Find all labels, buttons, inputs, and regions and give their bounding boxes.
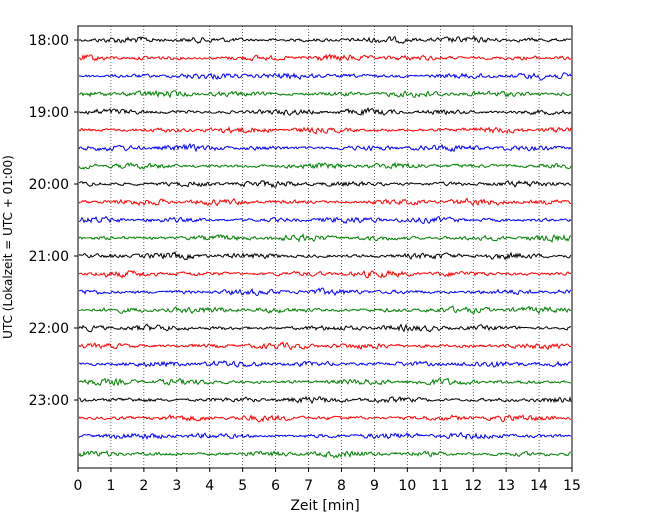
y-tick-label: 21:00 (29, 249, 69, 265)
x-tick-label: 1 (106, 478, 115, 494)
y-tick-label: 19:00 (29, 105, 69, 121)
seismic-trace (78, 323, 572, 333)
seismic-traces (78, 35, 572, 459)
seismic-trace (78, 125, 572, 135)
x-tick-label: 11 (431, 478, 449, 494)
seismic-trace (78, 53, 572, 62)
x-tick-label: 12 (464, 478, 482, 494)
x-tick-label: 4 (205, 478, 214, 494)
y-tick-label: 23:00 (29, 393, 69, 409)
seismic-trace (78, 360, 572, 368)
x-tick-label: 5 (238, 478, 247, 494)
seismic-trace (78, 287, 572, 297)
y-tick-label: 18:00 (29, 33, 69, 49)
seismic-trace (78, 450, 572, 459)
x-tick-label: 6 (271, 478, 280, 494)
seismic-trace (78, 233, 572, 244)
seismic-trace (78, 431, 572, 441)
seismic-trace (78, 414, 572, 423)
seismic-trace (78, 180, 572, 189)
seismic-trace (78, 107, 572, 117)
x-tick-label: 14 (530, 478, 548, 494)
seismic-trace (78, 269, 572, 279)
seismic-trace (78, 161, 572, 170)
y-axis-ticks: 18:00 19:00 20:00 21:00 22:00 23:00 (29, 33, 78, 409)
x-tick-label: 2 (139, 478, 148, 494)
x-tick-label: 15 (563, 478, 581, 494)
x-tick-label: 13 (497, 478, 515, 494)
x-tick-label: 8 (337, 478, 346, 494)
x-tick-label: 9 (370, 478, 379, 494)
y-axis-label: UTC (Lokalzeit = UTC + 01:00) (1, 155, 15, 339)
x-tick-label: 3 (172, 478, 181, 494)
seismic-trace (78, 305, 572, 315)
x-tick-label: 7 (304, 478, 313, 494)
seismic-trace (78, 341, 572, 351)
seismic-trace (78, 72, 572, 81)
seismic-trace (78, 197, 571, 207)
y-tick-label: 20:00 (29, 177, 69, 193)
y-tick-label: 22:00 (29, 321, 69, 337)
plot-frame (77, 25, 573, 469)
x-tick-label: 10 (398, 478, 416, 494)
seismic-trace (78, 395, 572, 405)
x-axis-label: Zeit [min] (290, 498, 359, 514)
seismic-trace (78, 89, 572, 99)
seismic-trace (78, 250, 572, 261)
seismic-trace (78, 142, 572, 153)
seismic-trace (78, 377, 572, 387)
x-axis-ticks: 0 1 2 3 4 5 6 7 8 9 10 11 12 13 14 15 (74, 468, 581, 494)
seismic-trace (78, 35, 572, 45)
seismic-trace (78, 215, 572, 225)
x-tick-label: 0 (74, 478, 83, 494)
